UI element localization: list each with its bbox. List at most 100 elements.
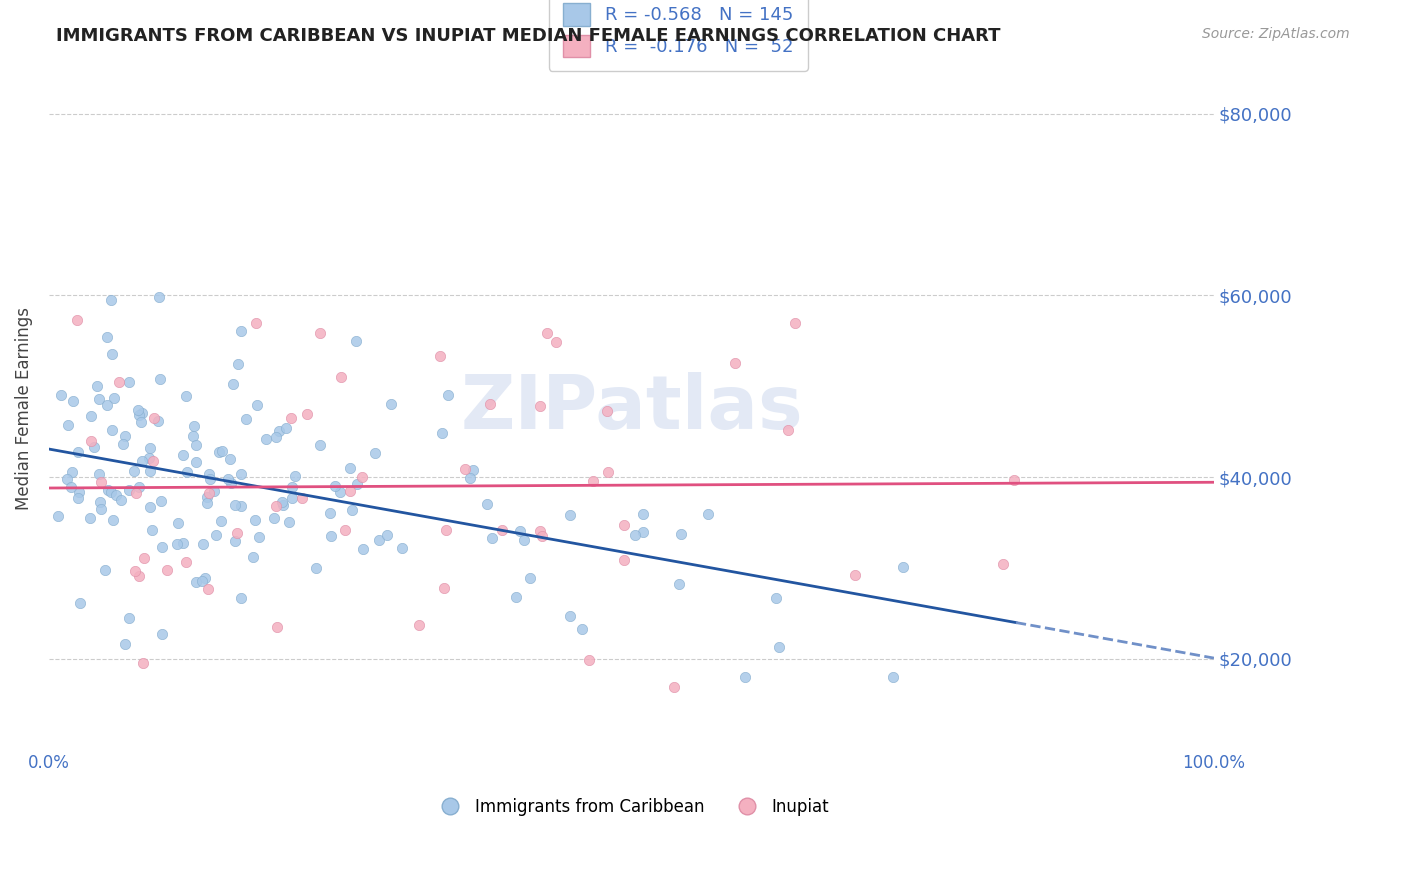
Point [172,536,194,550]
Point [139,464,162,478]
Point [367,533,389,547]
Point [176,465,198,479]
Point [146,414,169,428]
Point [263,510,285,524]
Point [536,326,558,340]
Point [254,432,277,446]
Point [110,493,132,508]
Point [118,483,141,497]
Point [624,528,647,542]
Point [264,429,287,443]
Point [352,541,374,556]
Point [342,503,364,517]
Point [304,561,326,575]
Point [242,549,264,564]
Point [697,507,720,521]
Point [765,591,787,606]
Point [671,526,693,541]
Point [529,524,551,538]
Point [166,537,188,551]
Point [598,465,620,479]
Point [197,467,219,481]
Point [325,479,347,493]
Point [271,498,294,512]
Point [281,491,304,506]
Point [93,563,115,577]
Point [224,498,246,512]
Point [454,462,477,476]
Point [128,408,150,422]
Point [150,540,173,554]
Point [184,438,207,452]
Point [460,471,482,485]
Point [346,477,368,491]
Point [785,316,807,330]
Point [329,484,352,499]
Point [96,330,118,344]
Point [434,523,457,537]
Point [124,564,146,578]
Point [83,440,105,454]
Point [87,392,110,406]
Point [291,491,314,505]
Point [280,410,302,425]
Point [139,442,162,456]
Point [104,487,127,501]
Point [277,515,299,529]
Point [103,391,125,405]
Point [558,608,581,623]
Point [333,523,356,537]
Point [246,399,269,413]
Point [461,463,484,477]
Point [79,511,101,525]
Point [330,369,353,384]
Point [513,533,536,548]
Point [155,563,177,577]
Point [96,398,118,412]
Point [613,553,636,567]
Point [243,513,266,527]
Point [125,486,148,500]
Point [89,467,111,481]
Point [778,423,800,437]
Point [86,379,108,393]
Point [181,428,204,442]
Point [100,423,122,437]
Point [266,620,288,634]
Point [633,507,655,521]
Point [128,480,150,494]
Point [122,464,145,478]
Point [118,610,141,624]
Point [668,577,690,591]
Point [191,537,214,551]
Point [89,495,111,509]
Point [221,377,243,392]
Point [734,670,756,684]
Point [142,453,165,467]
Point [194,571,217,585]
Point [56,418,79,433]
Point [882,670,904,684]
Point [108,375,131,389]
Point [596,404,619,418]
Point [139,500,162,514]
Point [62,393,84,408]
Point [249,530,271,544]
Point [114,429,136,443]
Point [364,446,387,460]
Point [80,434,103,449]
Point [280,480,302,494]
Point [437,388,460,402]
Point [226,526,249,541]
Text: Source: ZipAtlas.com: Source: ZipAtlas.com [1202,27,1350,41]
Point [235,411,257,425]
Point [245,316,267,330]
Legend: Immigrants from Caribbean, Inupiat: Immigrants from Caribbean, Inupiat [427,791,835,822]
Point [231,467,253,482]
Point [208,444,231,458]
Point [195,490,218,504]
Point [391,541,413,556]
Text: ZIPatlas: ZIPatlas [460,373,803,445]
Point [183,419,205,434]
Point [544,335,567,350]
